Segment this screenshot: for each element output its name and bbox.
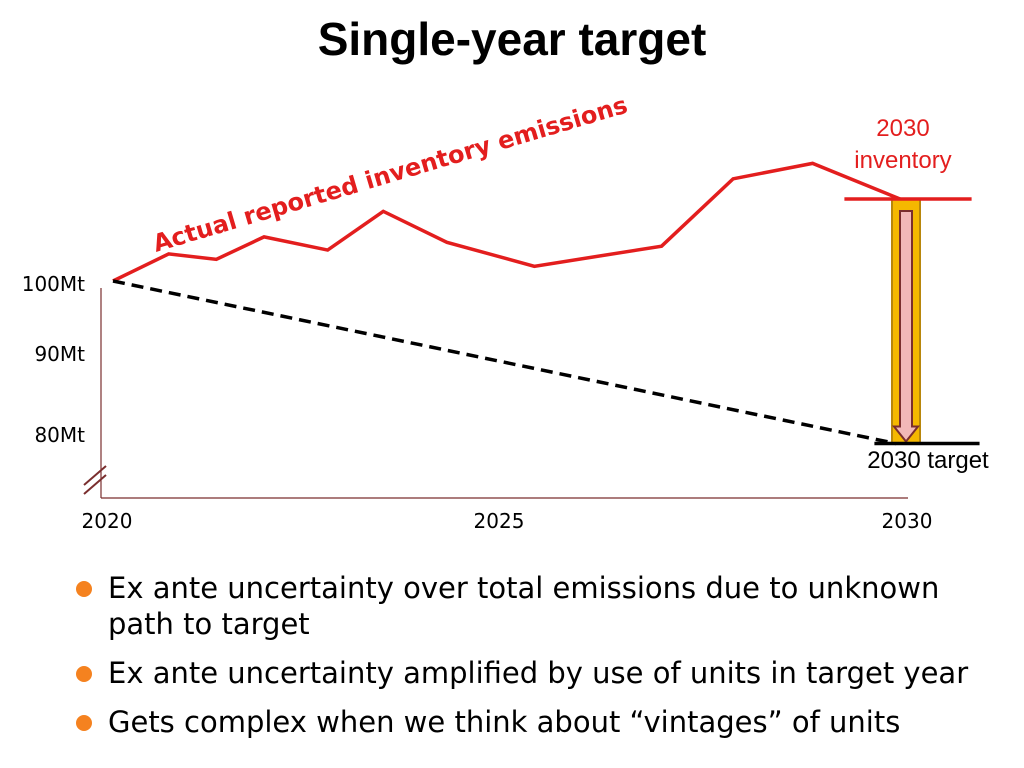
bullet-text: Ex ante uncertainty over total emissions…	[108, 571, 940, 641]
down-arrow-icon	[891, 209, 921, 444]
chart-labels: 2030 inventory 2030 target Actual reported …	[150, 91, 989, 474]
chart-markers	[844, 197, 980, 446]
axis-break-mark	[83, 474, 107, 495]
bullet-dot-icon	[76, 581, 92, 597]
bullet-text: Ex ante uncertainty amplified by use of …	[108, 656, 969, 690]
slide-title: Single-year target	[317, 13, 707, 65]
y-tick-label: 100Mt	[22, 272, 85, 296]
chart-series	[112, 161, 901, 446]
x-tick-label: 2030	[882, 509, 933, 533]
y-tick-label: 90Mt	[34, 342, 85, 366]
inventory-2030-label-line: inventory	[854, 147, 951, 174]
bullet-item: Gets complex when we think about “vintag…	[70, 704, 1010, 740]
bullet-text: Gets complex when we think about “vintag…	[108, 705, 901, 739]
chart-axes	[83, 288, 908, 499]
inventory-2030-label: 2030 inventory	[854, 115, 951, 174]
bullet-list: Ex ante uncertainty over total emissions…	[70, 570, 1010, 753]
bullet-dot-icon	[76, 666, 92, 682]
bullet-dot-icon	[76, 715, 92, 731]
y-tick-label: 80Mt	[34, 423, 85, 447]
inventory-emissions-line	[112, 161, 901, 283]
target-trajectory-line	[112, 279, 897, 446]
series-annotation: Actual reported inventory emissions	[150, 91, 631, 258]
bullet-item: Ex ante uncertainty over total emissions…	[70, 570, 1010, 642]
target-2030-label: 2030 target	[867, 447, 989, 474]
x-tick-label: 2025	[474, 509, 525, 533]
axis-break-mark	[83, 465, 107, 486]
x-tick-label: 2020	[82, 509, 133, 533]
chart-ticks: 2020 2025 2030 100Mt 90Mt 80Mt	[22, 272, 933, 533]
inventory-2030-label-line: 2030	[876, 115, 929, 142]
bullet-item: Ex ante uncertainty amplified by use of …	[70, 655, 1010, 691]
